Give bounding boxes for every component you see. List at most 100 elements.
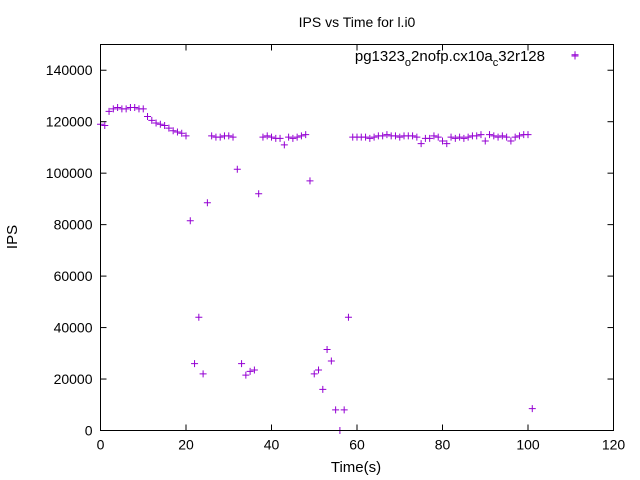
data-point [182,132,190,140]
data-point [460,134,468,142]
data-point [486,131,494,139]
data-point [439,137,446,145]
x-tick-label: 0 [97,437,105,453]
data-point [396,133,404,141]
data-point [285,133,293,141]
data-point [434,133,442,141]
data-point [280,141,288,149]
data-point [515,132,523,140]
data-point [315,366,323,374]
data-point [109,105,117,113]
legend-entry-label: pg1323o2nofp.cx10ac32r128 [355,48,545,69]
data-point [310,370,318,378]
data-point [195,313,203,321]
data-point [122,105,130,113]
data-point [259,133,267,141]
data-point [208,132,216,140]
y-tick-label: 140000 [46,62,93,78]
data-point [430,132,438,140]
data-point [524,131,532,139]
data-point [178,129,186,137]
data-point [101,122,109,130]
data-point [362,133,370,141]
data-point [302,131,310,139]
y-axis-label: IPS [4,225,21,249]
data-point [276,134,284,142]
data-point [494,133,502,141]
data-point [409,132,417,140]
data-point [165,124,173,132]
y-tick-label: 80000 [54,217,93,233]
data-point [451,134,459,142]
data-point [297,132,305,140]
data-point [255,190,263,198]
data-point [426,134,434,142]
data-point [114,104,122,112]
data-point [173,128,181,136]
y-tick-label: 40000 [54,320,93,336]
data-point [216,133,224,141]
data-point [319,385,327,393]
data-point [233,165,241,173]
data-points [97,51,579,434]
y-tick-label: 100000 [46,165,93,181]
data-point [417,140,425,148]
data-point [139,105,147,113]
data-point [268,133,275,141]
data-point [191,360,199,368]
data-point [464,133,472,141]
x-tick-label: 100 [516,437,540,453]
plot-frame [100,44,614,431]
data-point [447,133,455,141]
axis-ticks: 0 20 40 60 80 100 120 0 20000 40000 60000 80000 1000… [46,44,626,453]
data-point [203,199,211,207]
data-point [344,313,352,321]
x-tick-label: 80 [435,437,451,453]
data-point [503,133,511,141]
data-point [250,366,258,374]
data-point [443,140,451,148]
data-point [507,137,515,145]
data-point [473,132,481,140]
data-point [238,360,246,368]
data-point [199,370,207,378]
data-point [340,406,348,414]
data-point [323,345,331,353]
legend: pg1323o2nofp.cx10ac32r128 [355,48,579,69]
data-point [481,137,489,145]
data-point [152,119,160,127]
data-point [144,113,152,121]
data-point [246,367,254,375]
data-point [379,132,387,140]
data-point [105,107,113,115]
data-point [169,127,177,135]
x-tick-label: 60 [349,437,365,453]
y-tick-label: 20000 [54,371,93,387]
data-point [229,133,237,141]
data-point [511,133,519,141]
x-tick-label: 20 [178,437,194,453]
data-point [161,122,169,130]
data-point [293,133,301,141]
data-point [263,132,271,140]
data-point [477,131,485,139]
data-point [528,405,536,413]
data-point [242,371,250,379]
data-point [327,357,335,365]
data-point [413,133,421,141]
data-point [131,104,139,112]
data-point [156,120,164,128]
data-point [498,132,506,140]
data-point [366,134,374,142]
data-point [306,177,314,185]
data-point [490,132,498,140]
y-tick-label: 0 [85,423,93,439]
data-point [225,132,233,140]
y-tick-label: 60000 [54,268,93,284]
x-axis-label: Time(s) [331,459,381,476]
data-point [186,217,194,225]
legend-marker [571,52,579,60]
x-tick-label: 120 [602,437,626,453]
data-point [289,134,297,142]
